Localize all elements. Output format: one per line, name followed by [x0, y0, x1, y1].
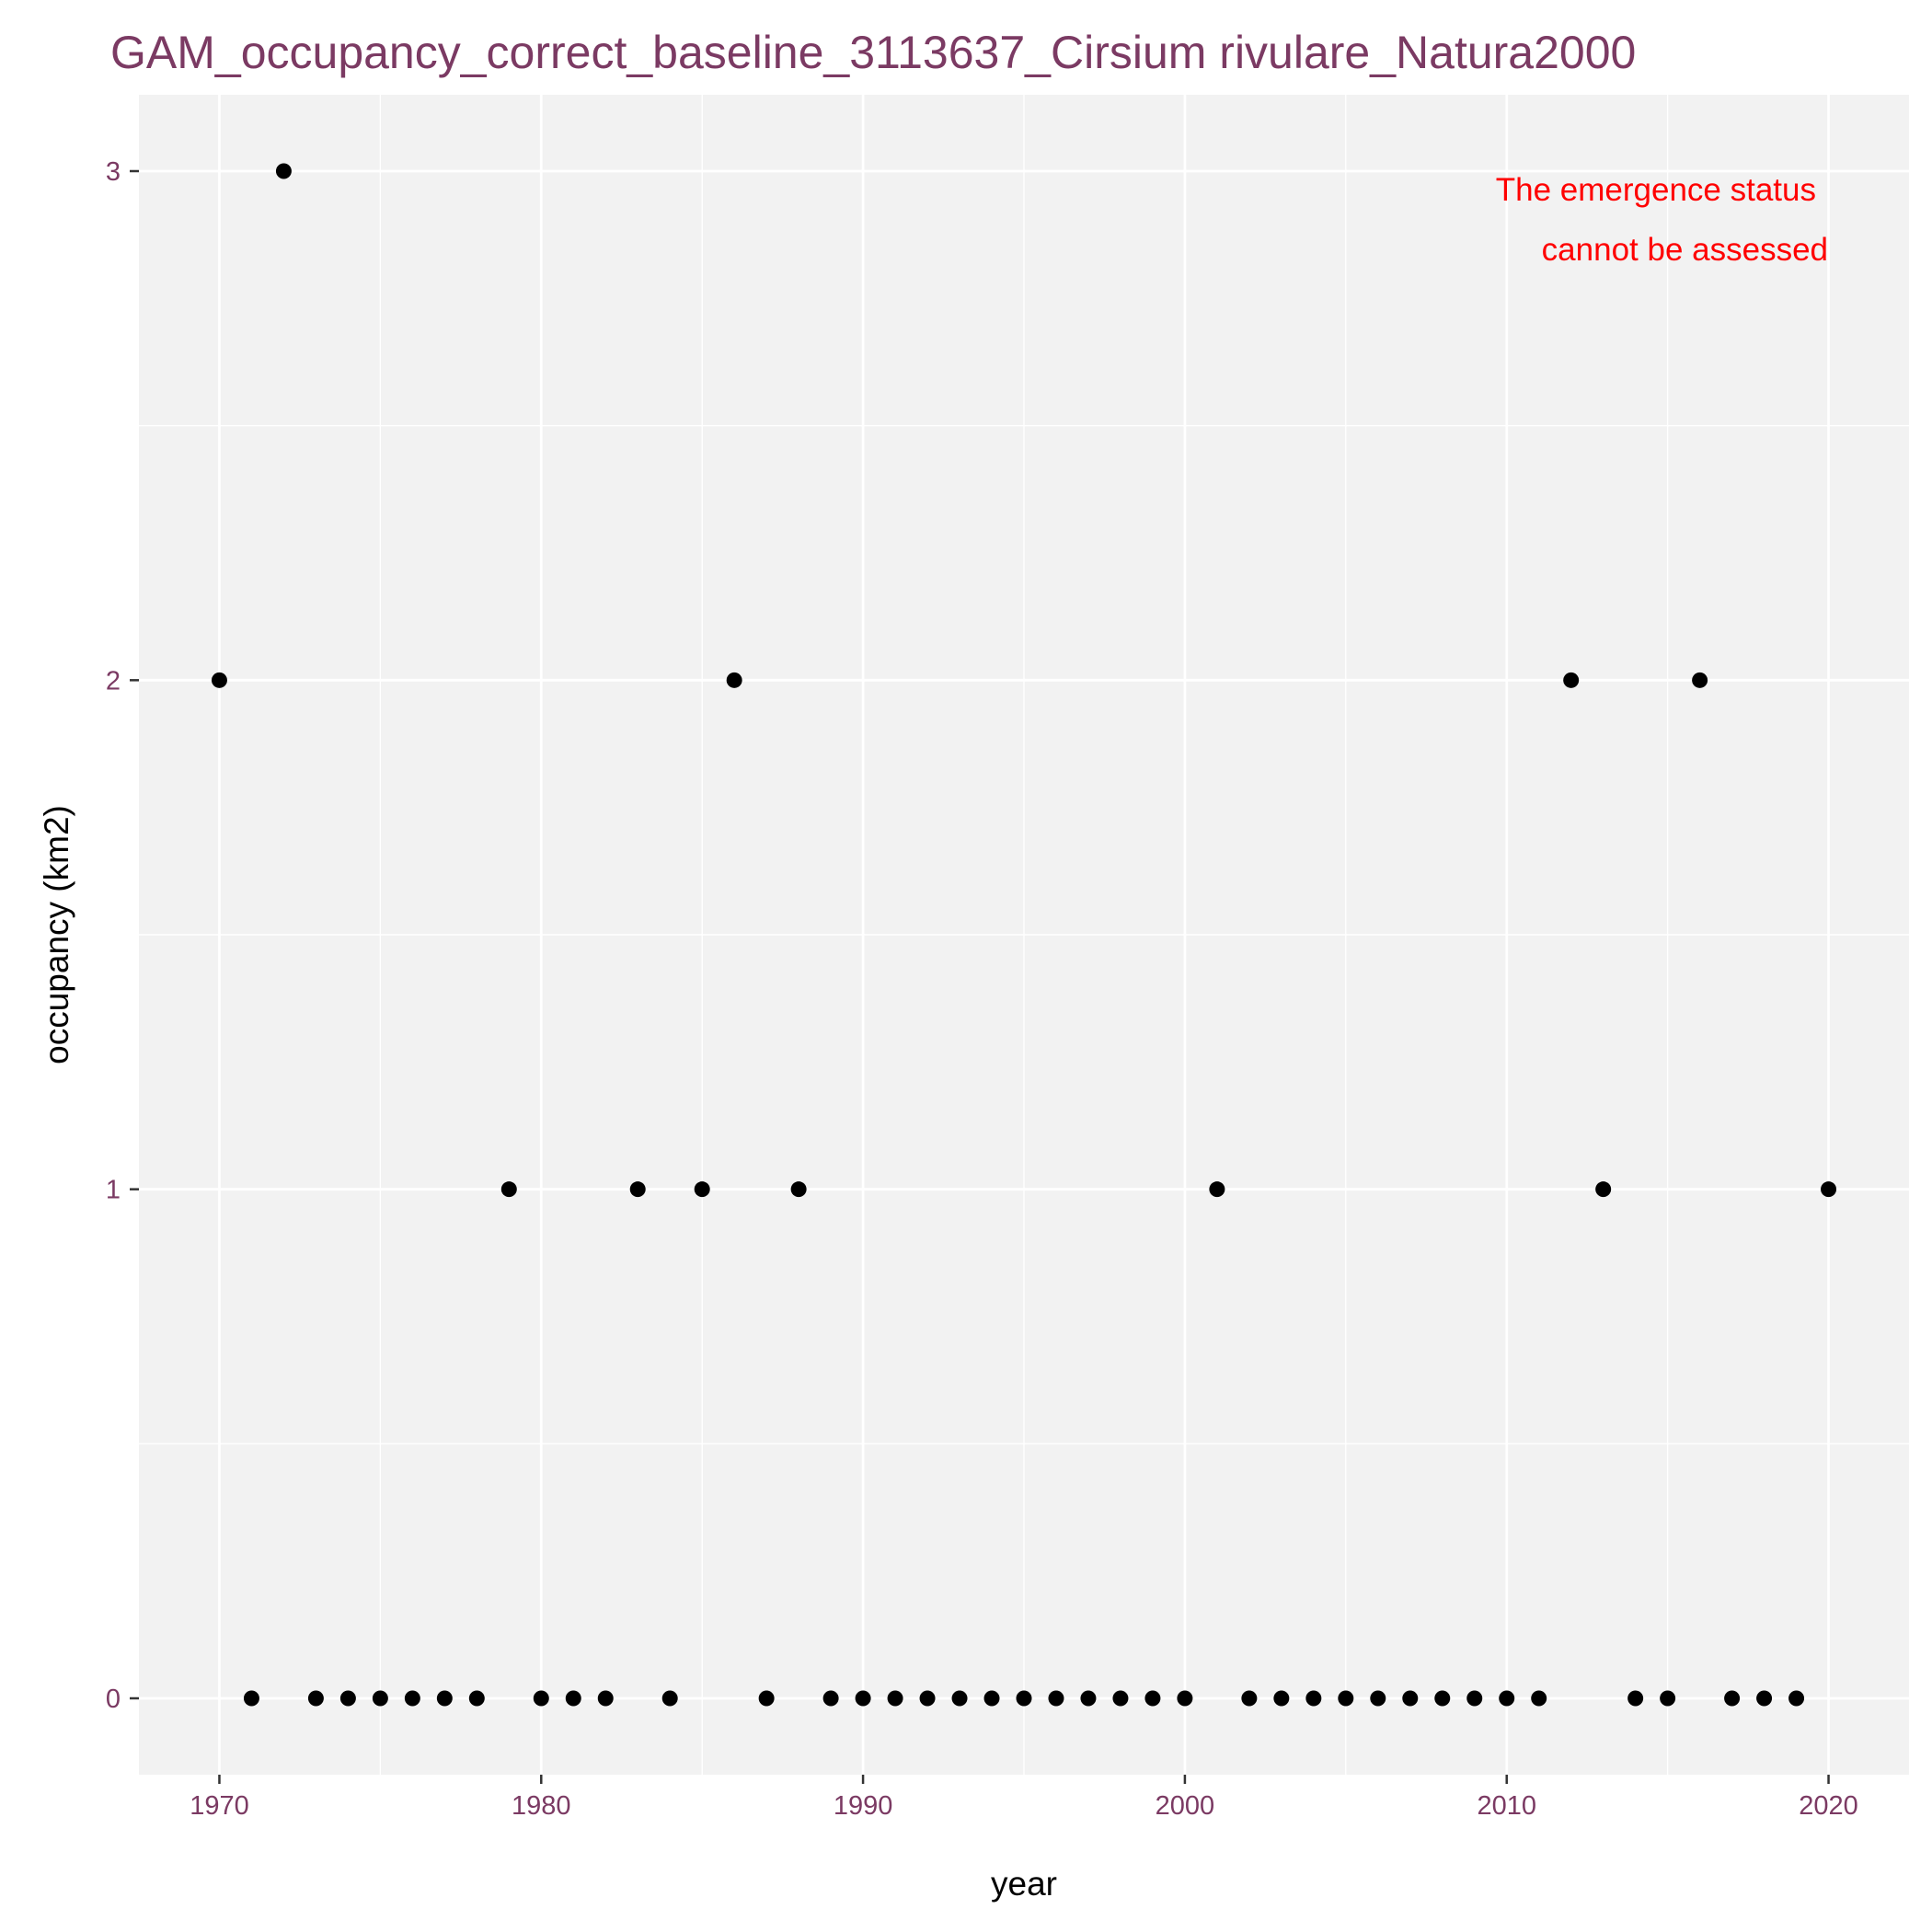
data-point — [951, 1690, 968, 1707]
y-axis: 0 1 2 3 — [106, 157, 139, 1714]
data-point — [1531, 1690, 1547, 1707]
data-point — [307, 1690, 324, 1707]
data-point — [1402, 1690, 1419, 1707]
data-point — [500, 1181, 517, 1198]
data-point — [1080, 1690, 1097, 1707]
data-point — [1209, 1181, 1225, 1198]
data-point — [1273, 1690, 1290, 1707]
y-tick-label: 3 — [106, 157, 121, 187]
data-points — [211, 163, 1837, 1707]
data-point — [404, 1690, 420, 1707]
data-point — [1627, 1690, 1644, 1707]
data-point — [1692, 672, 1708, 688]
data-point — [1048, 1690, 1064, 1707]
data-point — [1112, 1690, 1129, 1707]
x-tick-label: 1980 — [512, 1791, 571, 1821]
data-point — [1016, 1690, 1032, 1707]
data-point — [661, 1690, 678, 1707]
data-point — [533, 1690, 549, 1707]
data-point — [243, 1690, 259, 1707]
data-point — [468, 1690, 485, 1707]
data-point — [1563, 672, 1580, 688]
annotation-line-1: The emergence status — [1496, 172, 1816, 208]
data-point — [1144, 1690, 1161, 1707]
data-point — [1434, 1690, 1451, 1707]
data-point — [1595, 1181, 1612, 1198]
x-axis-title: year — [991, 1865, 1057, 1903]
data-point — [1788, 1690, 1805, 1707]
data-point — [1241, 1690, 1258, 1707]
x-tick-label: 1990 — [834, 1791, 893, 1821]
x-axis: 1970 1980 1990 2000 2010 2020 — [190, 1775, 1858, 1821]
x-tick-label: 1970 — [190, 1791, 249, 1821]
data-point — [1821, 1181, 1837, 1198]
chart-title: GAM_occupancy_correct_baseline_3113637_C… — [110, 27, 1636, 78]
data-point — [1499, 1690, 1515, 1707]
annotation-line-2: cannot be assessed — [1542, 232, 1828, 268]
y-axis-title: occupancy (km2) — [38, 805, 75, 1064]
data-point — [1177, 1690, 1193, 1707]
x-tick-label: 2020 — [1799, 1791, 1858, 1821]
x-tick-label: 2010 — [1477, 1791, 1536, 1821]
data-point — [1756, 1690, 1773, 1707]
data-point — [822, 1690, 839, 1707]
data-point — [919, 1690, 936, 1707]
data-point — [1305, 1690, 1322, 1707]
data-point — [726, 672, 742, 688]
data-point — [1338, 1690, 1354, 1707]
data-point — [597, 1690, 614, 1707]
data-point — [790, 1181, 807, 1198]
data-point — [275, 163, 292, 179]
y-tick-label: 2 — [106, 666, 121, 696]
data-point — [983, 1690, 1000, 1707]
data-point — [629, 1181, 646, 1198]
data-point — [565, 1690, 581, 1707]
x-tick-label: 2000 — [1156, 1791, 1215, 1821]
data-point — [1660, 1690, 1676, 1707]
data-point — [887, 1690, 903, 1707]
y-tick-label: 0 — [106, 1685, 121, 1714]
data-point — [1370, 1690, 1386, 1707]
data-point — [758, 1690, 775, 1707]
data-point — [372, 1690, 388, 1707]
data-point — [211, 672, 227, 688]
data-point — [855, 1690, 871, 1707]
minor-gridlines — [139, 95, 1909, 1775]
data-point — [1724, 1690, 1741, 1707]
data-point — [694, 1181, 710, 1198]
data-point — [339, 1690, 356, 1707]
y-tick-label: 1 — [106, 1176, 121, 1205]
data-point — [436, 1690, 453, 1707]
data-point — [1466, 1690, 1483, 1707]
